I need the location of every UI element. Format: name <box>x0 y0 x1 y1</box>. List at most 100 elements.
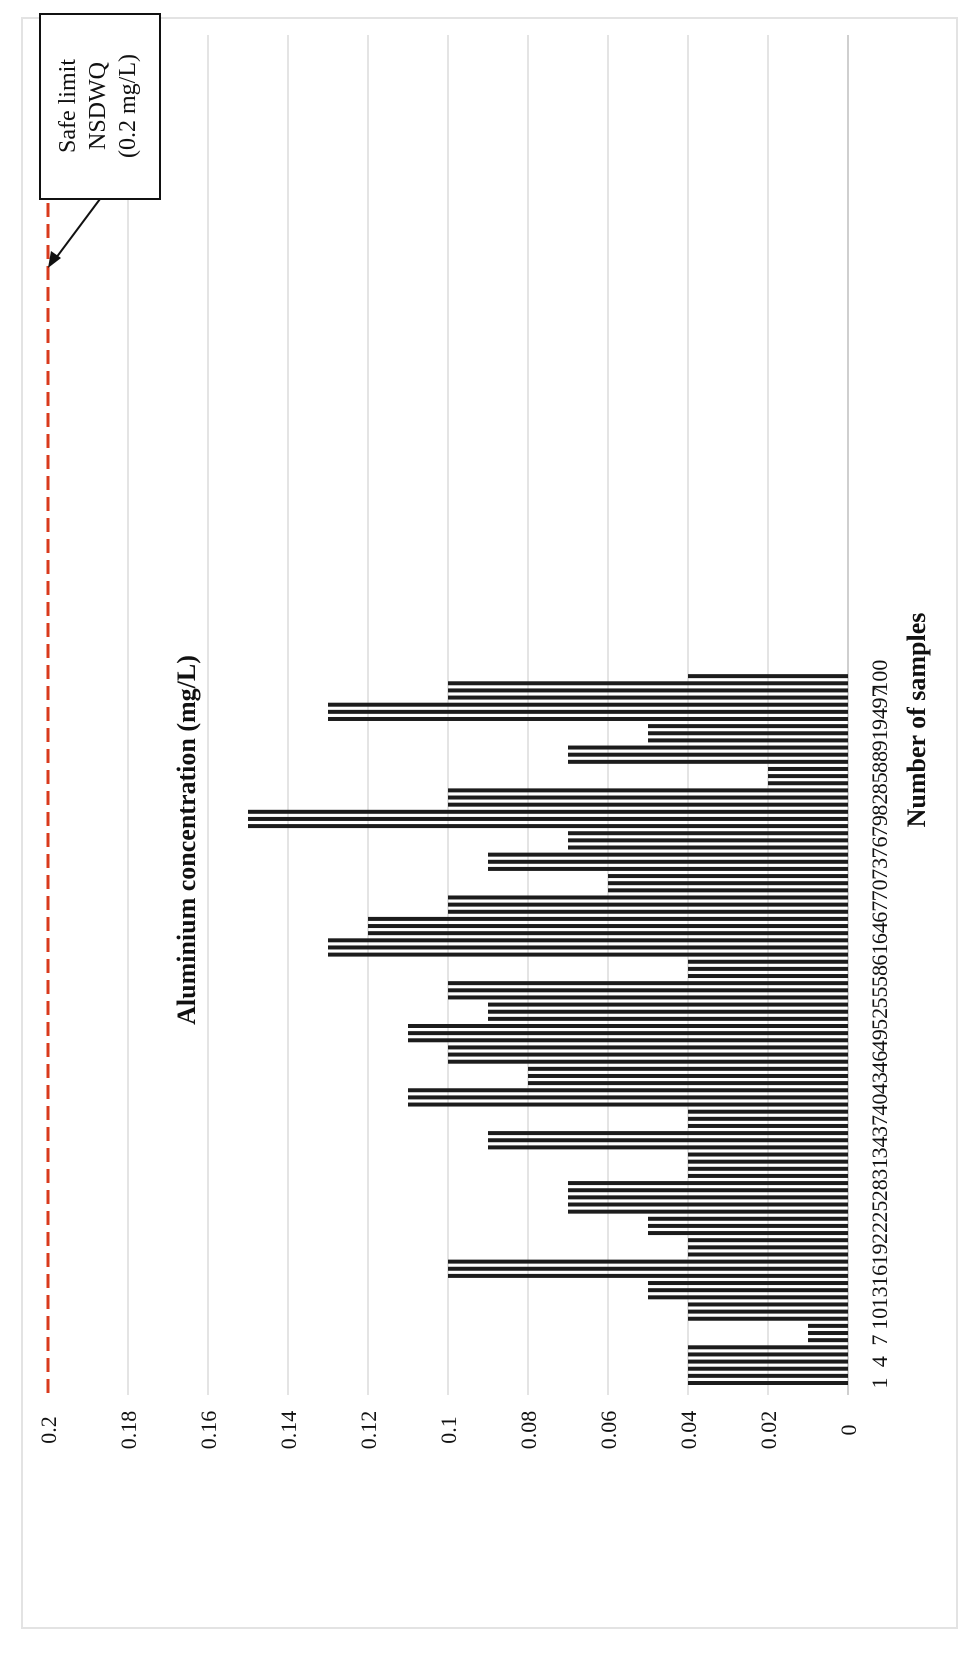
bar-sample-37 <box>688 1123 848 1128</box>
bar-sample-20 <box>688 1245 848 1250</box>
category-tick-label-34: 34 <box>867 1136 892 1158</box>
bar-sample-39 <box>688 1109 848 1114</box>
bar-sample-29 <box>568 1181 848 1186</box>
bar-sample-45 <box>528 1066 848 1071</box>
bar-sample-88 <box>568 759 848 764</box>
bar-sample-7 <box>808 1338 848 1343</box>
bar-sample-4 <box>688 1359 848 1364</box>
bar-sample-93 <box>648 724 848 729</box>
category-tick-label-46: 46 <box>867 1051 892 1073</box>
bar-sample-66 <box>368 916 848 921</box>
category-tick-label-19: 19 <box>867 1243 892 1265</box>
bar-sample-42 <box>408 1088 848 1093</box>
bar-sample-16 <box>448 1273 848 1278</box>
category-tick-label-4: 4 <box>867 1356 892 1367</box>
category-tick-label-64: 64 <box>867 922 892 944</box>
category-tick-label-40: 40 <box>867 1094 892 1116</box>
bar-sample-67 <box>448 909 848 914</box>
value-tick-label-7: 0.06 <box>596 1411 621 1450</box>
bar-sample-91 <box>648 738 848 743</box>
bar-sample-38 <box>688 1116 848 1121</box>
bar-sample-19 <box>688 1252 848 1257</box>
bar-sample-75 <box>488 852 848 857</box>
bar-sample-89 <box>568 752 848 757</box>
bar-sample-49 <box>408 1038 848 1043</box>
bar-sample-10 <box>688 1316 848 1321</box>
bar-sample-58 <box>688 974 848 979</box>
category-tick-label-13: 13 <box>867 1286 892 1308</box>
bar-sample-48 <box>448 1045 848 1050</box>
value-tick-label-1: 0.18 <box>116 1411 141 1450</box>
category-tick-label-49: 49 <box>867 1029 892 1051</box>
bar-sample-65 <box>368 924 848 929</box>
bar-sample-12 <box>688 1302 848 1307</box>
bar-sample-70 <box>608 888 848 893</box>
category-tick-label-73: 73 <box>867 858 892 880</box>
bar-sample-51 <box>408 1024 848 1028</box>
bar-sample-50 <box>408 1031 848 1036</box>
bar-sample-27 <box>568 1195 848 1200</box>
category-tick-label-76: 76 <box>867 837 892 859</box>
value-tick-label-5: 0.1 <box>436 1416 461 1444</box>
bar-sample-92 <box>648 731 848 736</box>
bar-sample-15 <box>648 1281 848 1286</box>
category-tick-label-82: 82 <box>867 794 892 816</box>
bar-sample-76 <box>568 845 848 850</box>
category-tick-label-7: 7 <box>867 1335 892 1346</box>
category-tick-label-28: 28 <box>867 1179 892 1201</box>
bar-sample-36 <box>488 1131 848 1136</box>
bar-sample-8 <box>808 1331 848 1336</box>
bar-sample-40 <box>408 1102 848 1107</box>
bar-sample-52 <box>488 1016 848 1021</box>
bar-sample-9 <box>808 1323 848 1328</box>
bar-sample-96 <box>328 702 848 707</box>
bar-sample-28 <box>568 1188 848 1193</box>
category-tick-label-16: 16 <box>867 1265 892 1287</box>
value-tick-label-4: 0.12 <box>356 1411 381 1450</box>
bar-sample-26 <box>568 1202 848 1207</box>
bar-sample-35 <box>488 1138 848 1143</box>
callout-box <box>39 13 161 200</box>
bar-sample-80 <box>248 816 848 821</box>
bar-sample-90 <box>568 745 848 750</box>
category-tick-label-58: 58 <box>867 965 892 987</box>
category-tick-label-61: 61 <box>867 944 892 966</box>
value-tick-label-2: 0.16 <box>196 1411 221 1450</box>
bar-sample-72 <box>608 874 848 879</box>
value-tick-label-6: 0.08 <box>516 1411 541 1450</box>
bar-sample-23 <box>648 1223 848 1228</box>
bar-sample-79 <box>248 824 848 829</box>
callout-arrow-head <box>48 251 61 268</box>
bar-sample-69 <box>448 895 848 900</box>
bar-sample-83 <box>448 795 848 800</box>
category-tick-label-91: 91 <box>867 729 892 751</box>
bar-sample-54 <box>488 1002 848 1007</box>
bar-sample-1 <box>688 1381 848 1385</box>
bar-sample-62 <box>328 945 848 950</box>
category-tick-label-10: 10 <box>867 1308 892 1330</box>
bar-sample-84 <box>448 788 848 793</box>
value-tick-label-8: 0.04 <box>676 1411 701 1450</box>
category-tick-label-1: 1 <box>867 1378 892 1389</box>
bar-sample-87 <box>768 766 848 771</box>
bar-sample-86 <box>768 774 848 779</box>
bar-sample-61 <box>328 952 848 957</box>
safe-limit-callout: Safe limit NSDWQ (0.2 mg/L) <box>39 13 161 268</box>
bar-sample-100 <box>688 674 848 679</box>
y-axis-title: Aluminium concentration (mg/L) <box>172 655 201 1025</box>
category-tick-label-85: 85 <box>867 772 892 794</box>
bar-sample-24 <box>648 1216 848 1221</box>
bar-sample-17 <box>448 1266 848 1271</box>
bar-sample-43 <box>528 1081 848 1086</box>
bar-sample-13 <box>648 1295 848 1300</box>
category-tick-label-52: 52 <box>867 1008 892 1030</box>
category-tick-label-94: 94 <box>867 708 892 730</box>
bar-sample-11 <box>688 1309 848 1314</box>
bar-sample-30 <box>688 1173 848 1178</box>
bar-sample-77 <box>568 838 848 843</box>
bar-sample-55 <box>448 995 848 1000</box>
category-tick-label-43: 43 <box>867 1072 892 1094</box>
callout-line-1: Safe limit <box>55 59 81 153</box>
category-tick-label-25: 25 <box>867 1201 892 1223</box>
